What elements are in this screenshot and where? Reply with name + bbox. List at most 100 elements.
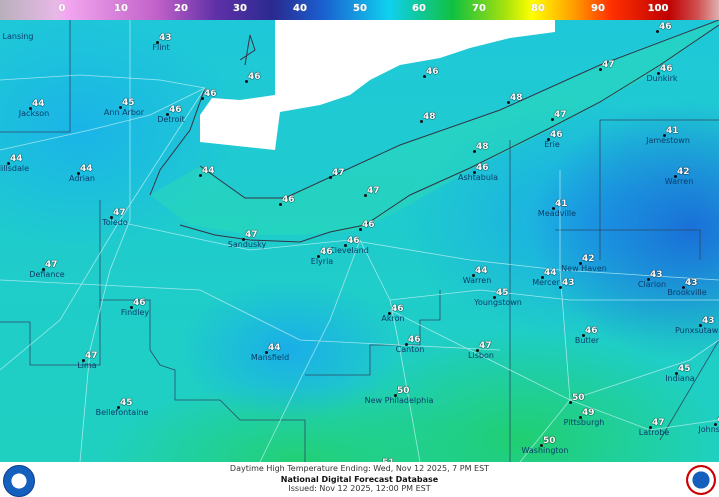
station-dot <box>7 162 10 165</box>
station-temperature: 43 <box>702 316 715 326</box>
station-dot <box>364 194 367 197</box>
station-dot <box>405 343 408 346</box>
station-dot <box>156 41 159 44</box>
station-dot <box>582 334 585 337</box>
station-dot <box>674 175 677 178</box>
city-label: Findley <box>120 308 150 317</box>
station-temperature: 45 <box>120 398 133 408</box>
map-geography <box>0 20 719 462</box>
station-temperature: 45 <box>122 98 135 108</box>
station-temperature: 46 <box>426 67 439 77</box>
station-dot <box>472 274 475 277</box>
station-temperature: 46 <box>320 247 333 257</box>
colorbar-tick: 40 <box>293 3 307 14</box>
city-label: Mansfield <box>250 353 290 362</box>
station-dot <box>493 296 496 299</box>
station-dot <box>699 324 702 327</box>
station-temperature: 42 <box>677 167 690 177</box>
station-temperature: 44 <box>10 154 23 164</box>
station-temperature: 43 <box>650 270 663 280</box>
city-label: Butler <box>574 336 600 345</box>
station-dot <box>394 394 397 397</box>
station-dot <box>714 423 717 426</box>
colorbar-tick: 80 <box>531 3 545 14</box>
city-label: Mercer <box>532 278 560 287</box>
state-county-boundaries <box>0 20 719 462</box>
temperature-map: Lansing 43 Flint 44 Jackson 45 Ann Arbor 46 Detr… <box>0 20 719 462</box>
station-temperature: 46 <box>660 64 673 74</box>
station-temperature: 41 <box>555 199 568 209</box>
station-temperature: 48 <box>476 142 489 152</box>
city-label: Lisbon <box>468 351 494 360</box>
station-dot <box>166 113 169 116</box>
station-temperature: 44 <box>32 99 45 109</box>
station-temperature: 46 <box>248 72 261 82</box>
station-dot <box>476 349 479 352</box>
no-data-area <box>200 20 555 150</box>
station-temperature: 46 <box>391 304 404 314</box>
temperature-colorbar: 0 10 20 30 40 50 60 70 80 90 100 <box>0 0 719 20</box>
station-dot <box>507 101 510 104</box>
city-label: Latrobe <box>638 428 670 437</box>
city-label: Hillsdale <box>0 164 29 173</box>
station-temperature: 50 <box>572 393 585 403</box>
city-label: New Philadelphia <box>364 396 434 405</box>
station-temperature: 50 <box>543 436 556 446</box>
roads <box>0 20 719 462</box>
station-dot <box>423 75 426 78</box>
station-temperature: 43 <box>159 33 172 43</box>
station-temperature: 46 <box>204 89 217 99</box>
city-label: Detroit <box>157 115 185 124</box>
city-label: Youngstown <box>474 298 522 307</box>
station-dot <box>265 351 268 354</box>
station-dot <box>42 268 45 271</box>
station-dot <box>359 228 362 231</box>
issued-time: Issued: Nov 12 2025, 12:00 PM EST <box>288 484 431 493</box>
city-label: Washington <box>521 446 569 455</box>
station-temperature: 46 <box>347 236 360 246</box>
station-dot <box>656 30 659 33</box>
station-dot <box>82 359 85 362</box>
city-label: Pittsburgh <box>563 418 605 427</box>
station-dot <box>473 171 476 174</box>
station-temperature: 47 <box>245 230 258 240</box>
city-label: Erie <box>544 140 560 149</box>
city-label: Elyria <box>310 257 334 266</box>
city-label: Defiance <box>29 270 65 279</box>
station-dot <box>599 68 602 71</box>
station-dot <box>579 416 582 419</box>
city-label: Jamestown <box>646 136 690 145</box>
city-label: Ashtabula <box>457 173 499 182</box>
station-temperature: 46 <box>476 163 489 173</box>
station-dot <box>130 306 133 309</box>
station-temperature: 44 <box>475 266 488 276</box>
station-dot <box>117 406 120 409</box>
station-dot <box>199 174 202 177</box>
station-dot <box>473 150 476 153</box>
station-temperature: 43 <box>562 278 575 288</box>
city-label: Ann Arbor <box>103 108 145 117</box>
station-temperature: 47 <box>652 418 665 428</box>
city-label: Warren <box>462 276 492 285</box>
station-dot <box>329 176 332 179</box>
colorbar-tick: 20 <box>174 3 188 14</box>
station-temperature: 44 <box>544 268 557 278</box>
station-dot <box>201 97 204 100</box>
station-dot <box>317 255 320 258</box>
station-temperature: 48 <box>510 93 523 103</box>
station-temperature: 46 <box>133 298 146 308</box>
station-temperature: 49 <box>582 408 595 418</box>
city-label: Punxsutawney <box>674 326 719 335</box>
station-dot <box>551 118 554 121</box>
station-dot <box>279 203 282 206</box>
city-label: Adrian <box>69 174 95 183</box>
station-temperature: 43 <box>685 278 698 288</box>
station-dot <box>388 312 391 315</box>
station-dot <box>344 244 347 247</box>
station-temperature: 46 <box>585 326 598 336</box>
source-title: National Digital Forecast Database <box>280 475 439 484</box>
city-label: Lima <box>77 361 97 370</box>
station-dot <box>569 401 572 404</box>
station-dot <box>541 276 544 279</box>
city-label: Warren <box>664 177 694 186</box>
